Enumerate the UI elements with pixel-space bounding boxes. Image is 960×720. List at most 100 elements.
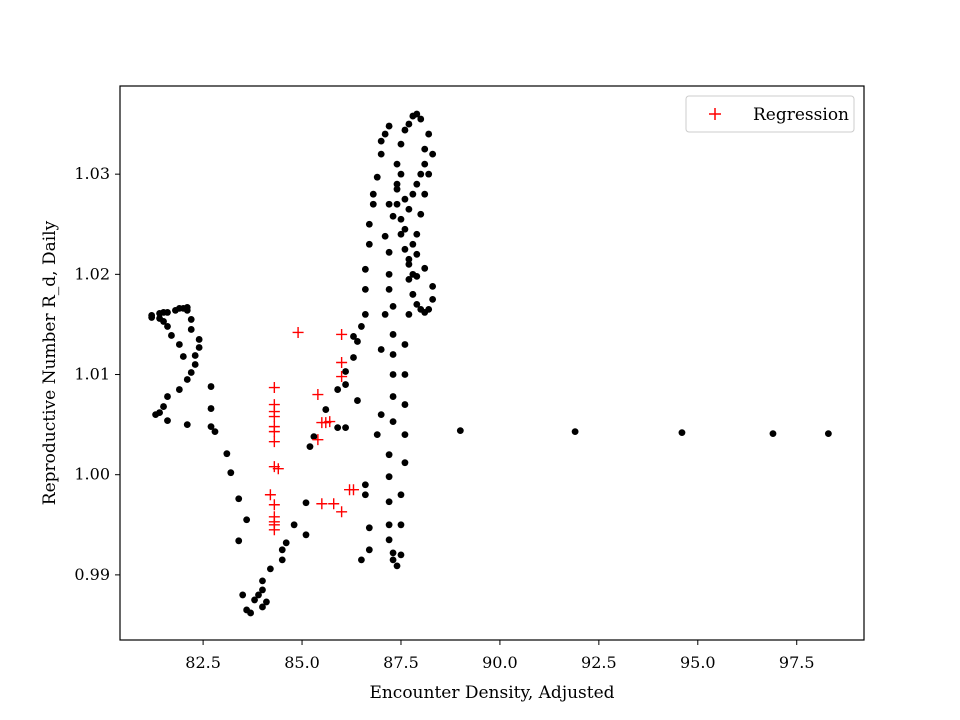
observed-point [175,341,183,348]
observed-point [421,160,429,168]
observed-point [405,275,413,283]
observed-point [397,551,405,559]
observed-point [369,200,377,208]
observed-point [824,430,832,438]
regression-point [268,382,280,394]
observed-point [354,397,361,404]
observed-point [259,586,266,594]
observed-point [361,285,369,293]
observed-point [361,481,369,489]
observed-point [322,406,330,413]
observed-point [401,371,409,378]
observed-point [409,240,417,248]
observed-point [381,130,389,138]
observed-point [769,430,777,438]
observed-point [207,423,215,431]
y-axis-label: Reproductive Number R_d, Daily [40,220,60,505]
observed-point [401,245,409,253]
observed-point [211,428,219,436]
observed-point [377,150,385,158]
regression-point [347,484,359,496]
observed-point [678,429,686,437]
observed-point [342,368,349,375]
regression-point [272,463,284,475]
regression-point [324,416,336,428]
observed-point [397,491,405,499]
observed-point [385,536,393,544]
x-tick-label: 90.0 [482,653,518,672]
observed-point [413,250,421,258]
regression-point [268,426,280,438]
observed-point [164,393,171,400]
observed-point [389,556,397,564]
x-tick-label: 85.0 [284,653,320,672]
observed-point [421,145,429,153]
observed-point [377,137,385,145]
observed-point [389,549,397,557]
observed-point [160,403,167,410]
observed-point [401,401,409,408]
observed-point [278,546,286,554]
observed-point [235,537,243,545]
y-tick-label: 1.03 [74,164,110,183]
observed-point [385,521,393,529]
regression-point [264,489,276,501]
observed-point [397,170,405,178]
observed-point [413,272,421,280]
observed-point [401,126,409,134]
regression-point [268,436,280,448]
observed-point [175,386,183,393]
observed-point [385,451,393,459]
observed-point [429,150,437,158]
plot-area-frame [119,85,865,641]
observed-point [571,428,579,436]
x-axis-label: Encounter Density, Adjusted [369,683,614,703]
observed-point [397,230,405,238]
observed-point [361,311,369,318]
legend-regression-label: Regression [753,105,849,125]
observed-point [389,351,397,358]
observed-point [350,333,357,340]
legend-regression-marker [709,108,721,120]
observed-point [385,285,393,293]
observed-point [421,264,429,272]
x-tick-label: 87.5 [383,653,419,672]
observed-point [302,531,310,539]
observed-point [409,290,417,298]
observed-point [417,115,425,123]
observed-point [385,498,393,506]
observed-point [417,170,425,178]
observed-point [409,112,417,120]
observed-point [235,495,243,503]
observed-point [397,215,405,223]
observed-point [405,205,413,213]
observed-point [385,270,393,278]
observed-point [389,212,397,220]
observed-point [187,316,195,323]
observed-point [429,295,437,303]
observed-point [401,341,409,348]
regression-point [316,417,328,429]
observed-point [401,225,409,233]
x-tick-label: 97.5 [779,653,815,672]
observed-point [148,312,156,319]
observed-point [239,591,247,599]
observed-point [358,323,365,330]
observed-point [282,539,290,547]
observed-point [429,282,437,290]
observed-point [247,609,254,617]
observed-point [266,565,274,573]
observed-point [385,122,393,130]
observed-point [191,361,199,368]
regression-point [312,389,324,401]
observed-point [425,306,433,313]
observed-point [263,598,270,606]
observed-point [187,326,195,333]
observed-point [405,311,413,318]
observed-point [358,556,365,564]
legend: Regression [685,95,855,133]
regression-point [292,326,304,338]
observed-point [377,346,385,353]
observed-point [425,130,433,138]
